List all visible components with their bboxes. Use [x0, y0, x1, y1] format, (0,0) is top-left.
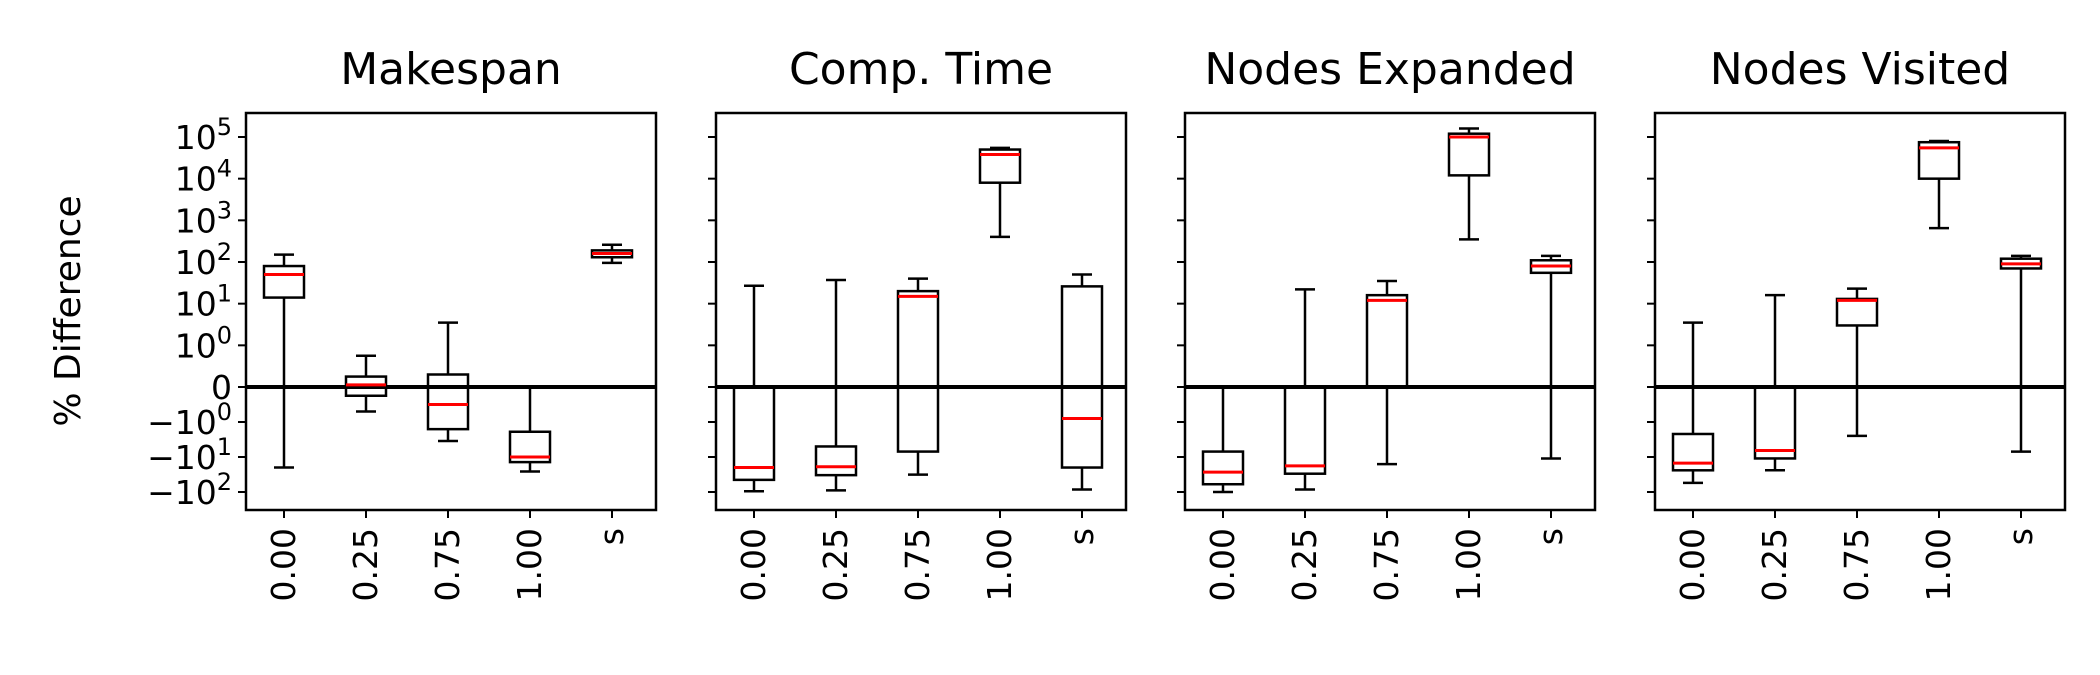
x-tick-label: 0.25	[1755, 528, 1794, 601]
box-plot	[978, 146, 1022, 239]
box-plot	[426, 321, 470, 443]
panel-title: Nodes Visited	[1710, 44, 2011, 95]
axes-frame	[1653, 111, 2067, 512]
box-plot	[590, 243, 634, 265]
box-iqr	[426, 373, 470, 431]
box-iqr	[1671, 432, 1715, 472]
axes-frame	[714, 111, 1128, 512]
x-tick-label: 1.00	[1919, 528, 1958, 601]
x-tick-label: s	[1531, 528, 1570, 545]
box-iqr	[814, 445, 858, 477]
box-plot	[1201, 385, 1245, 494]
box-iqr	[1365, 293, 1409, 389]
box-plot	[1671, 321, 1715, 485]
axes-frame	[1183, 111, 1597, 512]
box-plot	[1365, 279, 1409, 466]
box-iqr	[1447, 132, 1491, 177]
x-tick-label: 1.00	[510, 528, 549, 601]
panel-title: Comp. Time	[789, 44, 1053, 95]
x-tick-label: 0.00	[1673, 528, 1712, 601]
panel-title: Makespan	[340, 44, 562, 95]
box-plot	[1060, 273, 1104, 491]
box-plot	[1999, 254, 2043, 453]
box-iqr	[896, 289, 940, 453]
x-tick-label: 0.25	[816, 528, 855, 601]
box-iqr	[1835, 297, 1879, 327]
box-plot	[1529, 254, 1573, 460]
box-iqr	[1283, 385, 1327, 475]
y-axis-label: % Difference	[48, 195, 89, 426]
x-tick-label: 1.00	[980, 528, 1019, 601]
panel-2: Comp. Time 0.00 0.25 0.75 1.00 s	[708, 44, 1128, 601]
box-iqr	[1753, 385, 1797, 460]
y-tick-label: 105	[175, 113, 232, 157]
box-iqr	[262, 264, 306, 299]
panel-title: Nodes Expanded	[1204, 44, 1575, 95]
box-plot	[732, 284, 776, 493]
panel-1: Makespan1051041031021011000−100−101−1020…	[147, 44, 658, 601]
x-tick-label: s	[2001, 528, 2040, 545]
x-tick-label: s	[1062, 528, 1101, 545]
box-plot	[508, 385, 552, 473]
box-iqr	[1201, 450, 1245, 486]
y-tick-label: 0	[211, 368, 232, 407]
box-iqr	[978, 148, 1022, 184]
x-tick-label: s	[592, 528, 631, 545]
box-plot	[1917, 139, 1961, 230]
y-tick-label: 103	[175, 196, 232, 240]
box-plot	[814, 278, 858, 492]
box-iqr	[732, 385, 776, 482]
box-iqr	[508, 430, 552, 464]
y-tick-label: 101	[175, 280, 232, 324]
panel-4: Nodes Visited 0.00 0.25 0.75 1.00 s	[1647, 44, 2067, 601]
y-tick-label: 102	[175, 238, 232, 282]
box-iqr	[1060, 285, 1104, 469]
x-tick-label: 0.75	[1367, 528, 1406, 601]
box-plot	[1835, 287, 1879, 438]
x-tick-label: 0.00	[1203, 528, 1242, 601]
x-tick-label: 0.75	[898, 528, 937, 601]
box-plot	[344, 354, 388, 413]
x-tick-label: 0.00	[734, 528, 773, 601]
panel-3: Nodes Expanded 0.00 0.25 0.75 1.00 s	[1177, 44, 1597, 601]
x-tick-label: 1.00	[1449, 528, 1488, 601]
y-tick-label: −102	[147, 468, 232, 512]
box-iqr	[1917, 140, 1961, 180]
x-tick-label: 0.25	[346, 528, 385, 601]
y-tick-label: 104	[175, 155, 232, 199]
y-tick-label: 100	[175, 321, 232, 365]
box-plot	[1283, 288, 1327, 491]
box-plot	[1753, 293, 1797, 472]
axes-frame	[244, 111, 658, 512]
x-tick-label: 0.00	[264, 528, 303, 601]
box-plot	[262, 253, 306, 469]
x-tick-label: 0.25	[1285, 528, 1324, 601]
x-tick-label: 0.75	[1837, 528, 1876, 601]
box-plot	[1447, 127, 1491, 241]
x-tick-label: 0.75	[428, 528, 467, 601]
box-plot	[896, 277, 940, 476]
